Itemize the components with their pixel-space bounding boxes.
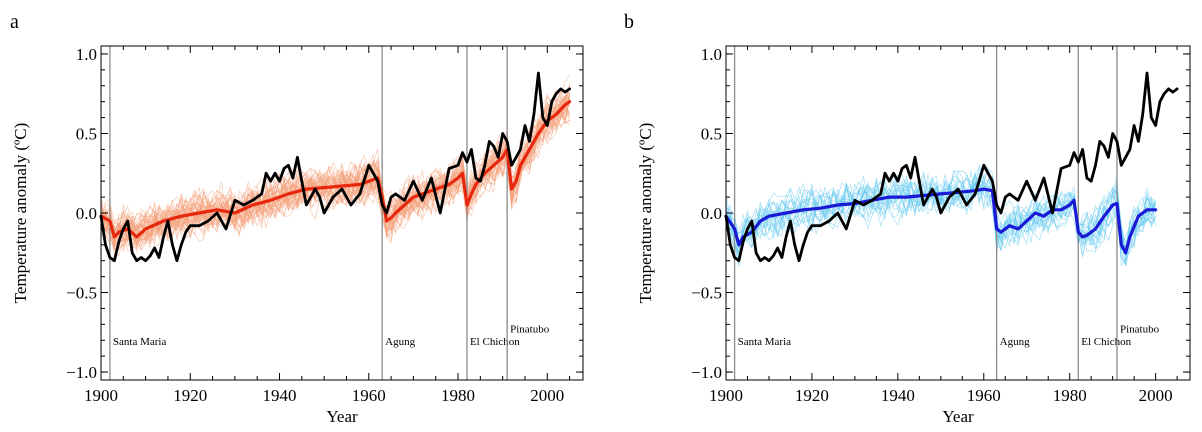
panel-a-axes: 1900 1920 1940 1960 1980 2000 −1.0 −0.5 0.0 0.5 1.… [66,45,584,405]
y-tick-label: 0.0 [701,204,722,223]
ensemble-member-line [100,96,570,241]
y-tick-label: −0.5 [66,284,97,303]
y-tick-label: 0.5 [76,124,97,143]
panel-a-series [99,71,572,263]
y-tick-label: −1.0 [691,363,722,382]
panel-a-ensemble-lines [100,74,570,257]
panel-a-y-axis-title: Temperature anomaly (ºC) [11,123,30,304]
x-tick-label: 1960 [967,386,1001,405]
volcano-label: Pinatubo [1120,323,1160,335]
x-tick-label: 2000 [1139,386,1173,405]
panel-b-ensemble-lines [725,162,1156,268]
y-tick-label: 1.0 [76,45,97,64]
x-tick-label: 1920 [173,386,207,405]
x-tick-label: 1940 [881,386,915,405]
volcano-label: Santa Maria [113,336,167,348]
y-tick-label: −0.5 [691,284,722,303]
ensemble-member-line [100,88,570,244]
volcano-label: Santa Maria [738,336,792,348]
x-tick-label: 2000 [530,386,564,405]
x-tick-label: 1920 [795,386,829,405]
ensemble-member-line [100,100,570,253]
panel-b-letter: b [624,11,634,33]
ensemble-member-line [100,94,570,245]
y-tick-label: 1.0 [701,45,722,64]
panel-a-letter: a [10,11,19,33]
volcano-label: Agung [1000,336,1030,348]
model-mean-line [724,187,1158,255]
panel-b-axes: 1900 1920 1940 1960 1980 2000 −1.0 −0.5 0.0 0.5 1.… [691,45,1191,405]
volcano-label: Agung [385,336,415,348]
x-tick-label: 1940 [263,386,297,405]
volcano-label: El Chichon [1081,336,1131,348]
panel-a-x-axis-title: Year [326,407,358,426]
ensemble-member-line [100,103,570,247]
x-tick-label: 1980 [1053,386,1087,405]
panel-b-series [724,71,1179,263]
observed-line [99,71,571,263]
y-tick-label: 0.5 [701,124,722,143]
model-mean-line [99,100,572,239]
volcano-label: Pinatubo [510,323,550,335]
panel-b-x-axis-title: Year [942,407,974,426]
x-tick-label: 1980 [441,386,475,405]
observed-line [724,71,1179,263]
x-tick-label: 1960 [352,386,386,405]
x-tick-label: 1900 [84,386,118,405]
panel-b-y-axis-title: Temperature anomaly (ºC) [636,123,655,304]
volcano-label: El Chichon [470,336,520,348]
y-tick-label: −1.0 [66,363,97,382]
y-tick-label: 0.0 [76,204,97,223]
ensemble-member-line [725,163,1156,256]
x-tick-label: 1900 [709,386,743,405]
